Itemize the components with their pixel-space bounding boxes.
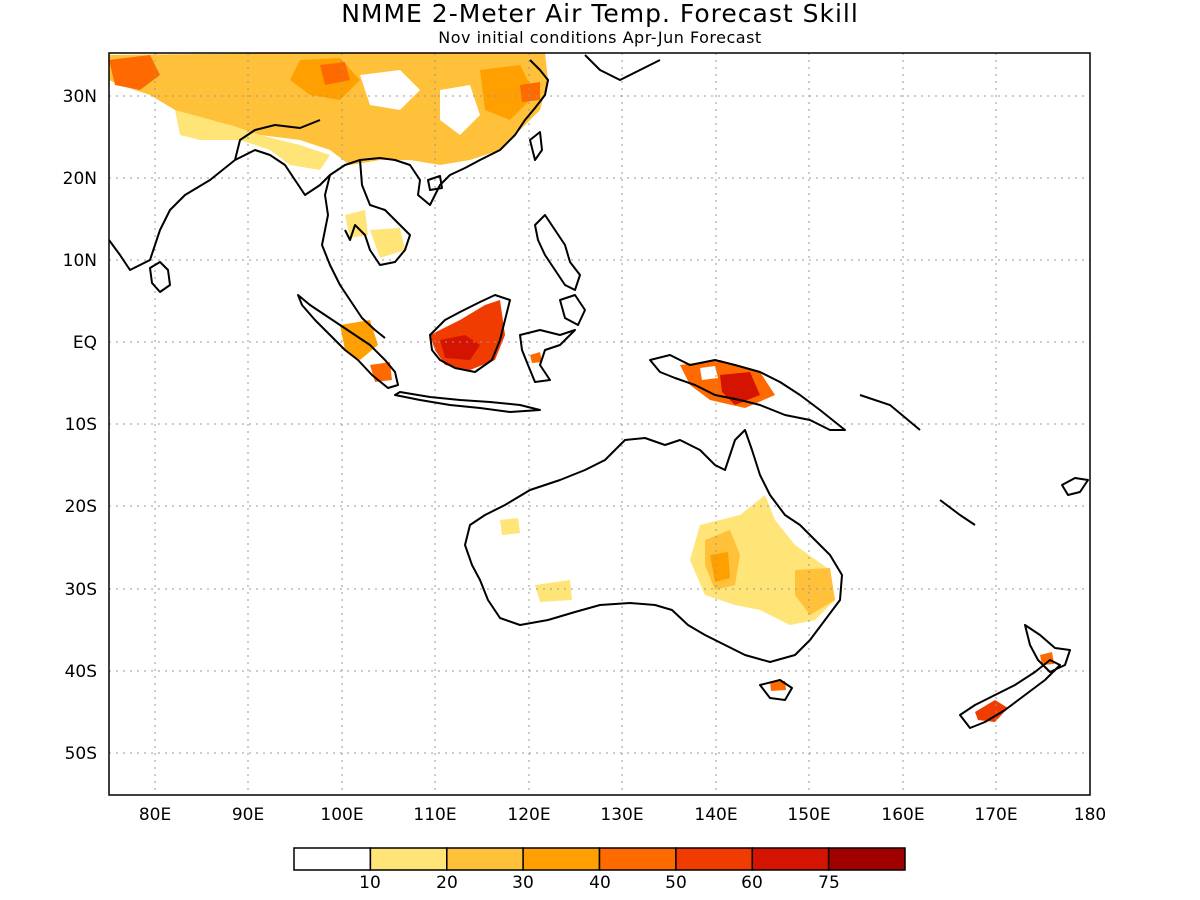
- colorbar-label: 75: [818, 873, 840, 893]
- lon-label: 170E: [974, 805, 1017, 825]
- skill-region-sulawesi: [530, 352, 542, 363]
- colorbar-swatch: [751, 847, 830, 871]
- skill-region-australia-sw: [535, 580, 572, 602]
- lon-label: 160E: [881, 805, 924, 825]
- lat-label: 10S: [65, 415, 97, 435]
- colorbar-swatch: [369, 847, 448, 871]
- colorbar-swatch: [827, 847, 906, 871]
- lon-label: 180: [1074, 805, 1106, 825]
- skill-region-china: [109, 53, 548, 165]
- lat-axis: 30N 20N 10N EQ 10S 20S 30S 40S 50S: [63, 87, 97, 764]
- skill-region-newguinea-white: [700, 366, 718, 380]
- lon-label: 140E: [694, 805, 737, 825]
- colorbar: [293, 847, 906, 871]
- lon-label: 130E: [600, 805, 643, 825]
- colorbar-swatch: [598, 847, 677, 871]
- colorbar-labels: 10 20 30 40 50 60 75: [359, 873, 840, 893]
- skill-region-newguinea-dark: [720, 372, 760, 405]
- colorbar-swatch: [675, 847, 754, 871]
- lat-label: 30S: [65, 580, 97, 600]
- skill-region-china-white: [360, 70, 420, 110]
- graticule: [109, 53, 1090, 795]
- lat-label: 10N: [63, 251, 97, 271]
- lat-label: 40S: [65, 662, 97, 682]
- colorbar-label: 60: [741, 873, 763, 893]
- map-subtitle: Nov initial conditions Apr-Jun Forecast: [438, 28, 762, 47]
- colorbar-swatch: [522, 847, 601, 871]
- skill-region-china-light: [175, 110, 330, 170]
- skill-region-tasmania: [770, 681, 786, 691]
- colorbar-label: 50: [665, 873, 687, 893]
- skill-region-australia-nw: [500, 518, 520, 535]
- skill-region-nz-north: [1040, 652, 1054, 665]
- map-title: NMME 2-Meter Air Temp. Forecast Skill: [341, 0, 859, 28]
- skill-region-china-red2: [520, 82, 540, 102]
- lat-label: 20S: [65, 497, 97, 517]
- lon-label: 90E: [232, 805, 264, 825]
- lat-label: EQ: [73, 333, 97, 353]
- skill-region-australia-se: [795, 568, 835, 615]
- skill-region-thailand: [370, 228, 405, 258]
- colorbar-label: 40: [589, 873, 611, 893]
- skill-region-china-orange2: [480, 65, 535, 120]
- lat-label: 30N: [63, 87, 97, 107]
- skill-region-nz-south: [975, 700, 1008, 722]
- lon-label: 100E: [320, 805, 363, 825]
- skill-region-australia-core2: [710, 552, 730, 582]
- lon-label: 80E: [139, 805, 171, 825]
- skill-region-borneo-dark: [440, 335, 480, 360]
- lon-label: 110E: [413, 805, 456, 825]
- colorbar-label: 30: [512, 873, 534, 893]
- colorbar-swatch: [293, 847, 372, 871]
- lat-label: 20N: [63, 169, 97, 189]
- skill-shading: [109, 53, 1054, 722]
- skill-region-sumatra: [340, 320, 378, 360]
- skill-region-china-white2: [440, 85, 480, 135]
- coastlines: [109, 54, 1089, 729]
- colorbar-label: 10: [359, 873, 381, 893]
- colorbar-label: 20: [436, 873, 458, 893]
- lon-label: 120E: [507, 805, 550, 825]
- lon-axis: 80E 90E 100E 110E 120E 130E 140E 150E 16…: [139, 805, 1106, 825]
- skill-region-tibet: [109, 55, 160, 90]
- plot-frame: [108, 52, 1091, 796]
- lon-label: 150E: [787, 805, 830, 825]
- lat-label: 50S: [65, 744, 97, 764]
- colorbar-swatch: [446, 847, 524, 871]
